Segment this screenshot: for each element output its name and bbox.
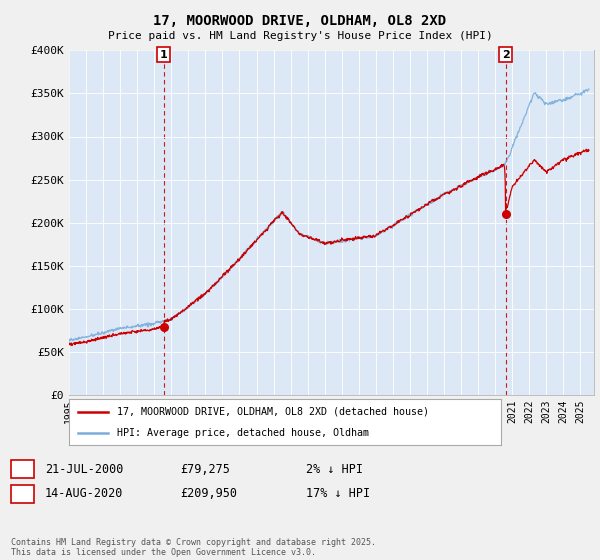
Text: 17, MOORWOOD DRIVE, OLDHAM, OL8 2XD: 17, MOORWOOD DRIVE, OLDHAM, OL8 2XD [154,14,446,28]
Text: 1: 1 [19,463,26,476]
Text: 17% ↓ HPI: 17% ↓ HPI [306,487,370,501]
Text: 17, MOORWOOD DRIVE, OLDHAM, OL8 2XD (detached house): 17, MOORWOOD DRIVE, OLDHAM, OL8 2XD (det… [116,407,428,417]
Text: 1: 1 [160,50,167,60]
Text: 14-AUG-2020: 14-AUG-2020 [45,487,124,501]
Text: Price paid vs. HM Land Registry's House Price Index (HPI): Price paid vs. HM Land Registry's House … [107,31,493,41]
Text: £79,275: £79,275 [180,463,230,476]
Text: 2% ↓ HPI: 2% ↓ HPI [306,463,363,476]
Text: 21-JUL-2000: 21-JUL-2000 [45,463,124,476]
Text: HPI: Average price, detached house, Oldham: HPI: Average price, detached house, Oldh… [116,428,368,438]
Text: 2: 2 [502,50,509,60]
Text: 2: 2 [19,487,26,501]
Text: Contains HM Land Registry data © Crown copyright and database right 2025.
This d: Contains HM Land Registry data © Crown c… [11,538,376,557]
Text: £209,950: £209,950 [180,487,237,501]
